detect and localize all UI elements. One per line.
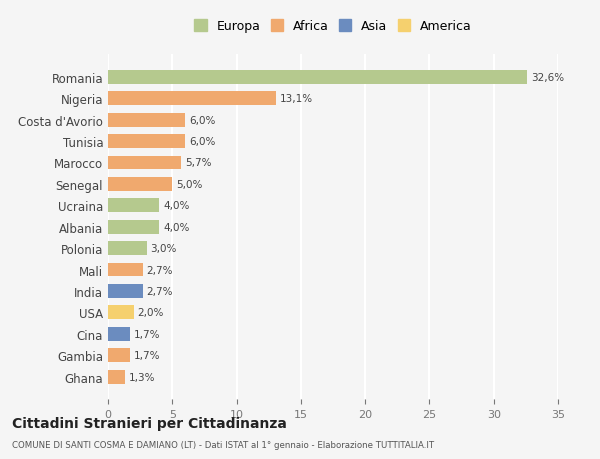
Bar <box>108 306 134 319</box>
Text: 1,7%: 1,7% <box>134 350 160 360</box>
Text: 4,0%: 4,0% <box>163 222 190 232</box>
Text: 13,1%: 13,1% <box>280 94 313 104</box>
Text: 6,0%: 6,0% <box>189 115 215 125</box>
Text: 5,0%: 5,0% <box>176 179 203 190</box>
Bar <box>108 71 527 84</box>
Bar <box>108 220 160 234</box>
Bar <box>108 370 125 384</box>
Bar <box>108 263 143 277</box>
Text: 2,0%: 2,0% <box>137 308 164 318</box>
Text: COMUNE DI SANTI COSMA E DAMIANO (LT) - Dati ISTAT al 1° gennaio - Elaborazione T: COMUNE DI SANTI COSMA E DAMIANO (LT) - D… <box>12 441 434 449</box>
Bar <box>108 199 160 213</box>
Bar <box>108 178 172 191</box>
Text: 5,7%: 5,7% <box>185 158 212 168</box>
Text: 2,7%: 2,7% <box>146 286 173 296</box>
Bar <box>108 284 143 298</box>
Text: 6,0%: 6,0% <box>189 137 215 147</box>
Bar <box>108 113 185 127</box>
Text: 4,0%: 4,0% <box>163 201 190 211</box>
Text: 3,0%: 3,0% <box>151 244 177 253</box>
Text: 32,6%: 32,6% <box>531 73 564 83</box>
Text: 1,3%: 1,3% <box>128 372 155 382</box>
Bar <box>108 241 146 256</box>
Text: 2,7%: 2,7% <box>146 265 173 275</box>
Text: Cittadini Stranieri per Cittadinanza: Cittadini Stranieri per Cittadinanza <box>12 416 287 430</box>
Legend: Europa, Africa, Asia, America: Europa, Africa, Asia, America <box>190 17 476 37</box>
Bar <box>108 348 130 362</box>
Bar <box>108 327 130 341</box>
Bar <box>108 135 185 149</box>
Bar <box>108 156 181 170</box>
Text: 1,7%: 1,7% <box>134 329 160 339</box>
Bar <box>108 92 277 106</box>
